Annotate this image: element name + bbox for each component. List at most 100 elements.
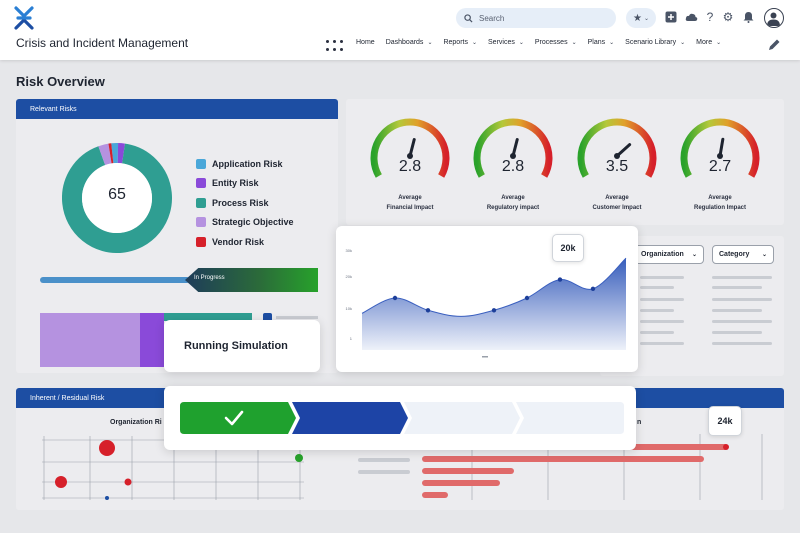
legend-item[interactable]: Strategic Objective [196, 213, 294, 233]
risk-point[interactable] [295, 454, 303, 462]
nav-item-plans[interactable]: Plans ⌄ [588, 39, 615, 46]
placeholder-row [640, 298, 684, 301]
nav-item-label: Plans [587, 39, 606, 46]
app-title: Crisis and Incident Management [16, 36, 189, 50]
trend-point[interactable] [524, 295, 530, 301]
risk-point[interactable] [99, 440, 115, 456]
apps-grid-icon[interactable] [326, 40, 344, 52]
y-tick-label: 20k [346, 274, 352, 279]
placeholder-row [712, 331, 762, 334]
user-icon [767, 12, 780, 26]
nav-item-more[interactable]: More ⌄ [696, 39, 721, 46]
chevron-down-icon: ⌄ [680, 40, 686, 46]
residual-bar[interactable] [422, 480, 500, 486]
gauge-label-line1: Average [708, 195, 732, 201]
gauge-label-line1: Average [605, 195, 629, 201]
donut-slice[interactable] [62, 143, 172, 253]
help-icon[interactable]: ? [706, 10, 714, 24]
y-tick-label: 30k [346, 248, 352, 253]
gauge-label-line2: Financial Impact [386, 205, 434, 211]
nav-item-processes[interactable]: Processes ⌄ [535, 39, 577, 46]
donut-slice[interactable] [62, 143, 172, 253]
legend-item[interactable]: Process Risk [196, 193, 294, 213]
trend-point[interactable] [557, 277, 563, 282]
legend-item[interactable]: Application Risk [196, 154, 294, 174]
gauge-value: 2.7 [708, 158, 732, 175]
chevron-down-icon: ⌄ [643, 15, 649, 22]
category-filter-label: Category [719, 251, 750, 258]
legend-swatch [196, 178, 206, 189]
gauge-dial [680, 118, 760, 178]
gauge-dial [577, 118, 657, 178]
gauge-hub [510, 153, 516, 159]
legend-swatch [196, 197, 206, 208]
check-icon [224, 410, 244, 426]
simulation-stepper [180, 402, 624, 434]
legend-label: Process Risk [212, 197, 269, 208]
placeholder-row [640, 320, 684, 323]
progress-track [40, 277, 190, 283]
trend-point[interactable] [392, 295, 398, 301]
gauge-label-line1: Average [398, 195, 422, 201]
favorites-button[interactable]: ★ ⌄ [626, 8, 656, 28]
gauge-label-line2: Customer Impact [592, 205, 642, 211]
organization-filter-label: Organization [641, 251, 684, 258]
star-icon: ★ [633, 12, 642, 24]
risk-point[interactable] [124, 478, 132, 486]
risk-point[interactable] [55, 476, 67, 488]
add-icon[interactable] [664, 10, 678, 24]
organization-filter[interactable]: Organization ⌄ [634, 245, 704, 264]
placeholder-row [640, 286, 674, 289]
placeholder-row [640, 276, 684, 279]
trend-line-chart: 30k 20k 10k 1 [346, 248, 627, 358]
legend-item[interactable]: Entity Risk [196, 174, 294, 194]
y-tick-label: 1 [350, 336, 353, 341]
nav-item-dashboards[interactable]: Dashboards ⌄ [386, 39, 433, 46]
category-filter[interactable]: Category ⌄ [712, 245, 774, 264]
stack-bar-entity [140, 313, 164, 367]
nav-item-scenario-library[interactable]: Scenario Library ⌄ [625, 39, 685, 46]
trend-point[interactable] [425, 308, 431, 313]
donut-hole [82, 163, 152, 233]
nav-item-home[interactable]: Home [356, 39, 375, 46]
nav-item-services[interactable]: Services ⌄ [488, 39, 524, 46]
simulation-step [292, 402, 408, 434]
gauge-arc [680, 118, 760, 178]
relevant-risks-title: Relevant Risks [16, 99, 338, 119]
user-avatar[interactable] [764, 8, 784, 28]
nav-item-label: Dashboards [385, 39, 424, 46]
gear-icon[interactable]: ⚙ [722, 10, 734, 24]
placeholder-row [640, 309, 674, 312]
logo-icon[interactable] [14, 6, 34, 30]
placeholder-row [712, 286, 762, 289]
placeholder-row [712, 320, 772, 323]
trend-point[interactable] [590, 286, 596, 291]
nav-item-reports[interactable]: Reports ⌄ [443, 39, 477, 46]
stack-legend-marker [263, 313, 272, 322]
search-input[interactable]: Search [456, 8, 616, 28]
risk-point[interactable] [105, 496, 109, 500]
risk-donut-chart [62, 143, 172, 253]
simulation-step [404, 402, 520, 434]
residual-bar[interactable] [422, 456, 704, 462]
trend-area [362, 258, 626, 350]
legend-item[interactable]: Vendor Risk [196, 232, 294, 252]
edit-icon[interactable] [767, 38, 781, 52]
residual-bar[interactable] [422, 468, 514, 474]
top-header: Crisis and Incident Management Search ★ ⌄… [0, 0, 800, 60]
trend-point[interactable] [491, 308, 497, 313]
risk-legend: Application Risk Entity Risk Process Risk S… [196, 154, 294, 252]
gauge-arc [370, 118, 450, 178]
residual-bar[interactable] [422, 492, 448, 498]
running-simulation-label: Running Simulation [184, 340, 288, 352]
placeholder-row [712, 276, 772, 279]
placeholder-row [712, 298, 772, 301]
stack-bar-process [164, 313, 252, 321]
nav-item-label: Scenario Library [625, 39, 677, 46]
impact-gauge: 2.8 Average Financial Impact [364, 116, 456, 211]
bell-icon[interactable] [741, 10, 755, 24]
search-placeholder: Search [479, 13, 505, 23]
cloud-icon[interactable] [684, 10, 698, 24]
gauge-value: 3.5 [605, 158, 629, 175]
gauge-hub [717, 153, 723, 159]
